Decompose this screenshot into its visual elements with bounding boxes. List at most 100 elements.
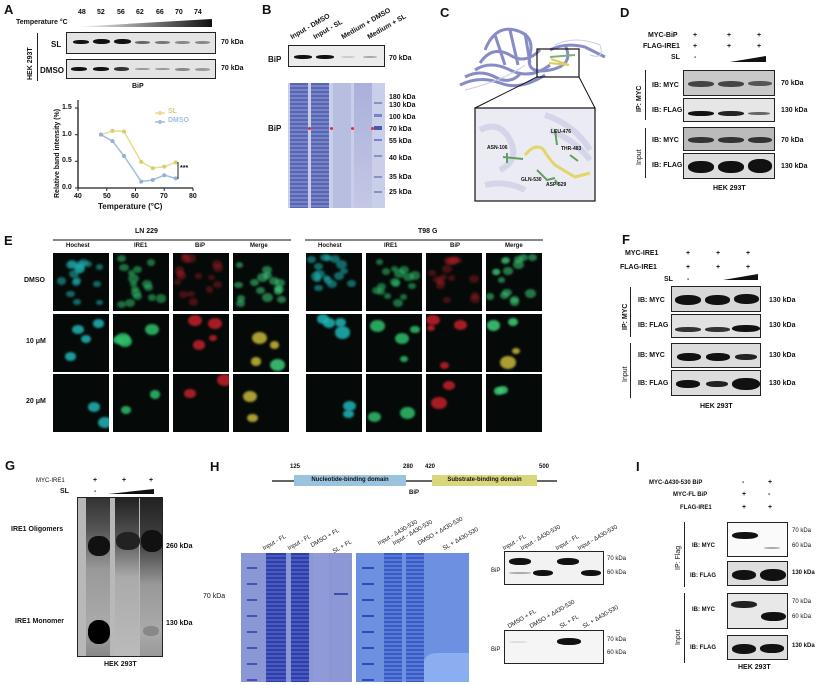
bip-blot-input	[504, 551, 604, 585]
label-text: IB: FLAG	[652, 162, 683, 169]
xtick: 70	[160, 193, 168, 200]
microscopy-image	[486, 374, 542, 432]
microscopy-image	[233, 374, 289, 432]
significance-annotation: ***	[180, 165, 189, 172]
residue-label: GLN-530	[521, 177, 542, 183]
marker-label: 70 kDa	[389, 126, 412, 133]
microscopy-image	[53, 253, 109, 311]
label-text: 60 kDa	[607, 650, 627, 656]
label-text: 280	[403, 464, 414, 470]
label-text: +	[93, 477, 98, 484]
label-text: 70 kDa	[607, 637, 627, 643]
treatment-label: DMSO	[24, 277, 45, 284]
label-text: BiP	[450, 243, 461, 249]
marker-label: 55 kDa	[389, 138, 412, 145]
microscopy-image	[306, 253, 362, 311]
label-text: +	[716, 264, 721, 271]
xtick: 60	[131, 193, 139, 200]
microscopy-image	[426, 253, 482, 311]
label-text: IB: FLAG	[690, 645, 716, 651]
temp-70: 70	[175, 9, 183, 16]
label-text: IP: MYC	[622, 303, 629, 330]
microscopy-image	[53, 374, 109, 432]
sl-gradient-wedge	[723, 274, 758, 280]
label-text: +	[768, 479, 773, 486]
label-text: +	[742, 491, 747, 498]
row-label-dmso: DMSO	[40, 66, 64, 75]
temp-52: 52	[97, 9, 105, 16]
temperature-label: Temperature °C	[16, 19, 68, 26]
cell-line-label: HEK 293T	[713, 185, 746, 192]
bip-domain-line	[272, 480, 557, 482]
gel-label-bip: BiP	[268, 124, 282, 133]
label-text: -	[768, 491, 771, 498]
label-text: SL	[60, 488, 69, 495]
bip-blot	[288, 45, 385, 67]
label-text: IB: MYC	[638, 297, 665, 304]
temp-48: 48	[78, 9, 86, 16]
temp-74: 74	[194, 9, 202, 16]
blot	[683, 153, 775, 179]
blot	[727, 522, 788, 557]
legend-dmso: DMSO	[168, 117, 189, 124]
label-text: HEK 293T	[700, 403, 733, 410]
label-text: DMSO + FL	[310, 527, 341, 549]
label-text: IB: MYC	[652, 82, 679, 89]
label-text: 130 kDa	[769, 297, 796, 304]
legend-sl: SL	[168, 108, 177, 115]
microscopy-image	[366, 374, 422, 432]
coomassie-gel-fl	[241, 553, 352, 682]
blot	[727, 635, 788, 660]
label-text: HEK 293T	[104, 661, 137, 668]
label-text: Hochest	[318, 243, 342, 249]
microscopy-image	[173, 253, 229, 311]
label-text: MYC-IRE1	[625, 250, 659, 257]
label-text: Merge	[250, 243, 268, 249]
chart-plot-area	[75, 100, 194, 191]
label-text: IB: MYC	[692, 543, 715, 549]
microscopy-image	[486, 253, 542, 311]
marker-label: 25 kDa	[389, 189, 412, 196]
marker-label: 100 kDa	[389, 114, 416, 121]
label-text: IB: FLAG	[652, 107, 683, 114]
label-text: +	[693, 43, 698, 50]
label-text: BiP	[491, 647, 501, 653]
label-text: +	[686, 264, 691, 271]
native-gel-blot	[77, 497, 163, 657]
label-text: +	[716, 250, 721, 257]
microscopy-image	[113, 253, 169, 311]
group-label: Input	[636, 149, 643, 165]
bip-blot-pulldown	[504, 630, 604, 664]
label-text: +	[742, 504, 747, 511]
panel-label-b: B	[262, 2, 272, 17]
residue-label: ASN-106	[487, 145, 508, 151]
cell-line-label: HEK 293T	[27, 47, 34, 80]
label-text: +	[757, 43, 762, 50]
kda-sl: 70 kDa	[221, 39, 244, 46]
label-text: -	[94, 488, 97, 495]
label-text: +	[686, 250, 691, 257]
label-text: +	[757, 32, 762, 39]
kda-dmso: 70 kDa	[221, 65, 244, 72]
label-text: 70 kDa	[781, 80, 804, 87]
microscopy-image	[233, 314, 289, 372]
label-text: FLAG-IRE1	[620, 264, 657, 271]
substrate-binding-domain: Substrate-binding domain	[432, 475, 537, 486]
panel-label-f: F	[622, 232, 630, 247]
label-text: 130 kDa	[792, 643, 815, 649]
microscopy-image	[113, 374, 169, 432]
label-text: 125	[290, 464, 301, 470]
label-text: IB: FLAG	[690, 573, 716, 579]
label-text: -	[694, 54, 697, 61]
label-text: 130 kDa	[792, 570, 815, 576]
condition-label: FLAG-IRE1	[643, 43, 680, 50]
label-text: MYC-Δ430-530 BiP	[649, 480, 703, 486]
microscopy-image	[113, 314, 169, 372]
ytick: 1.0	[62, 131, 72, 138]
panel-label-i: I	[636, 459, 640, 474]
microscopy-image	[173, 374, 229, 432]
row-label-sl: SL	[51, 40, 62, 49]
label-text: 260 kDa	[166, 543, 193, 550]
label-text: +	[746, 264, 751, 271]
marker-label: 40 kDa	[389, 155, 412, 162]
